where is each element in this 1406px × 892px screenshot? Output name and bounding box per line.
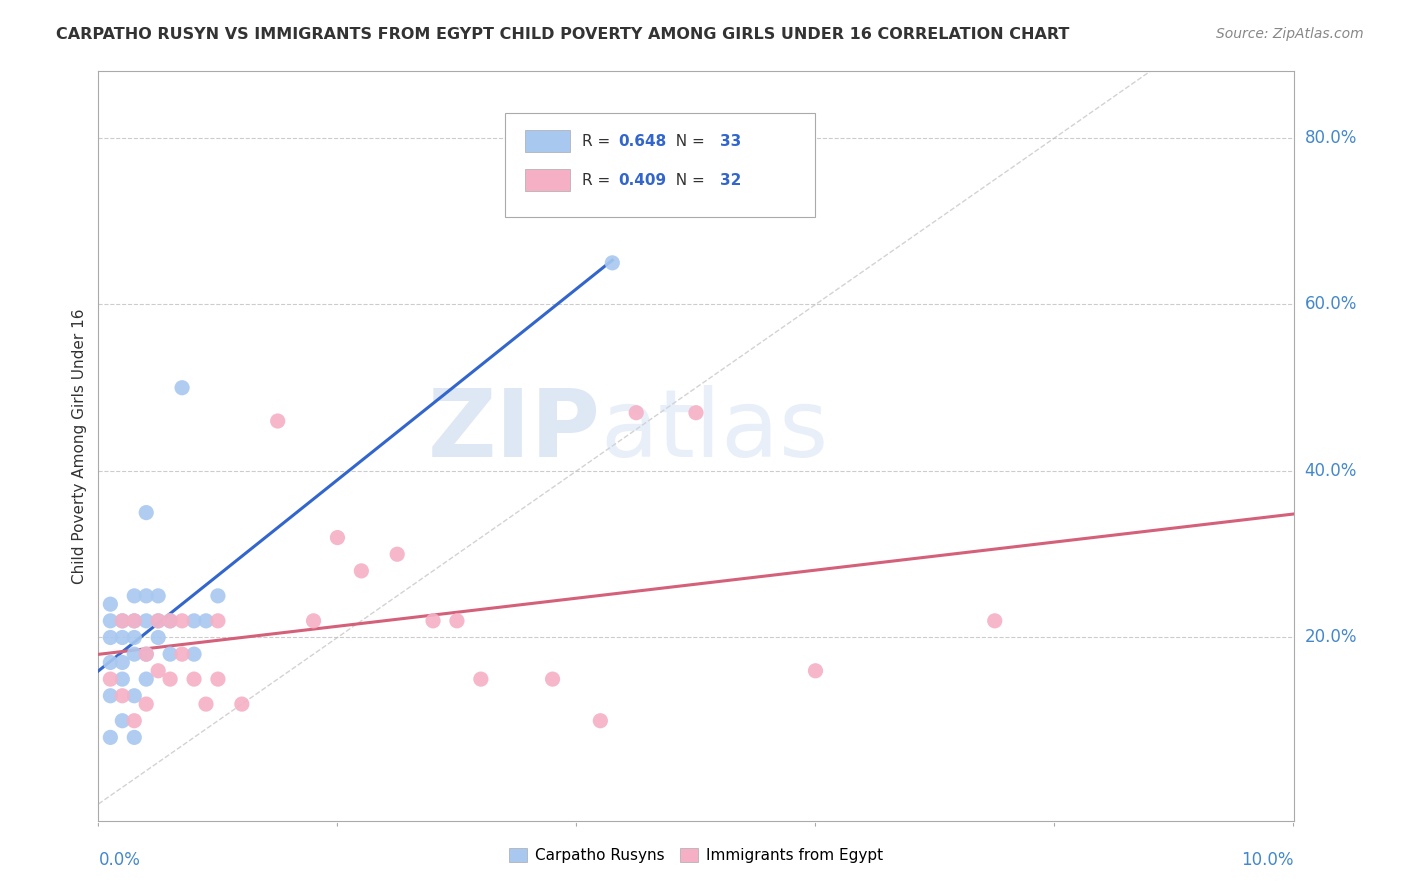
Point [602,256,624,270]
Point [98,614,122,628]
Point [148,631,170,645]
Point [124,714,146,728]
Point [135,647,157,661]
Point [111,656,134,670]
Point [148,589,170,603]
Point [135,506,157,520]
Point [124,589,146,603]
Point [183,614,205,628]
Point [148,614,170,628]
Point [124,631,146,645]
Point [207,672,229,686]
Text: Source: ZipAtlas.com: Source: ZipAtlas.com [1216,27,1364,41]
Point [195,614,218,628]
Text: ZIP: ZIP [427,385,600,477]
Point [98,731,122,745]
Point [124,614,146,628]
Point [124,689,146,703]
Point [111,714,134,728]
Point [804,664,827,678]
Point [111,689,134,703]
Point [267,414,290,428]
Point [326,531,349,545]
Text: R =: R = [582,134,616,149]
Point [124,614,146,628]
Text: 32: 32 [720,172,741,187]
Point [124,647,146,661]
Point [541,672,564,686]
Point [159,614,181,628]
Text: 0.648: 0.648 [619,134,666,149]
Point [385,547,409,561]
Point [135,614,157,628]
Text: N =: N = [666,134,710,149]
Point [111,614,134,628]
Point [685,406,707,420]
Point [446,614,468,628]
Point [159,647,181,661]
Point [111,631,134,645]
Text: 60.0%: 60.0% [1305,295,1357,313]
Point [350,564,373,578]
Point [172,647,194,661]
Point [98,631,122,645]
Point [172,614,194,628]
Text: N =: N = [666,172,710,187]
Point [135,672,157,686]
FancyBboxPatch shape [524,130,571,153]
Point [207,589,229,603]
Text: 80.0%: 80.0% [1305,129,1357,147]
Point [148,614,170,628]
Text: 0.409: 0.409 [619,172,666,187]
Point [124,731,146,745]
Point [135,589,157,603]
Point [589,714,612,728]
Point [470,672,492,686]
Point [159,614,181,628]
Point [626,406,648,420]
Point [183,647,205,661]
Text: 20.0%: 20.0% [1305,629,1357,647]
Point [98,656,122,670]
Text: R =: R = [582,172,616,187]
Point [231,697,253,711]
FancyBboxPatch shape [524,169,571,191]
Text: CARPATHO RUSYN VS IMMIGRANTS FROM EGYPT CHILD POVERTY AMONG GIRLS UNDER 16 CORRE: CARPATHO RUSYN VS IMMIGRANTS FROM EGYPT … [56,27,1070,42]
Y-axis label: Child Poverty Among Girls Under 16: Child Poverty Among Girls Under 16 [72,309,87,583]
Point [111,672,134,686]
Point [195,697,218,711]
Point [422,614,444,628]
Point [98,597,122,611]
Point [183,672,205,686]
Point [302,614,325,628]
Point [111,614,134,628]
Point [135,647,157,661]
Text: 33: 33 [720,134,741,149]
Point [984,614,1007,628]
Point [98,689,122,703]
Point [148,664,170,678]
Point [98,672,122,686]
Point [159,672,181,686]
FancyBboxPatch shape [505,112,815,218]
Legend: Carpatho Rusyns, Immigrants from Egypt: Carpatho Rusyns, Immigrants from Egypt [503,842,889,869]
Text: 10.0%: 10.0% [1241,851,1294,869]
Text: 40.0%: 40.0% [1305,462,1357,480]
Text: 0.0%: 0.0% [98,851,141,869]
Point [172,381,194,395]
Point [135,697,157,711]
Text: atlas: atlas [600,385,828,477]
Point [207,614,229,628]
